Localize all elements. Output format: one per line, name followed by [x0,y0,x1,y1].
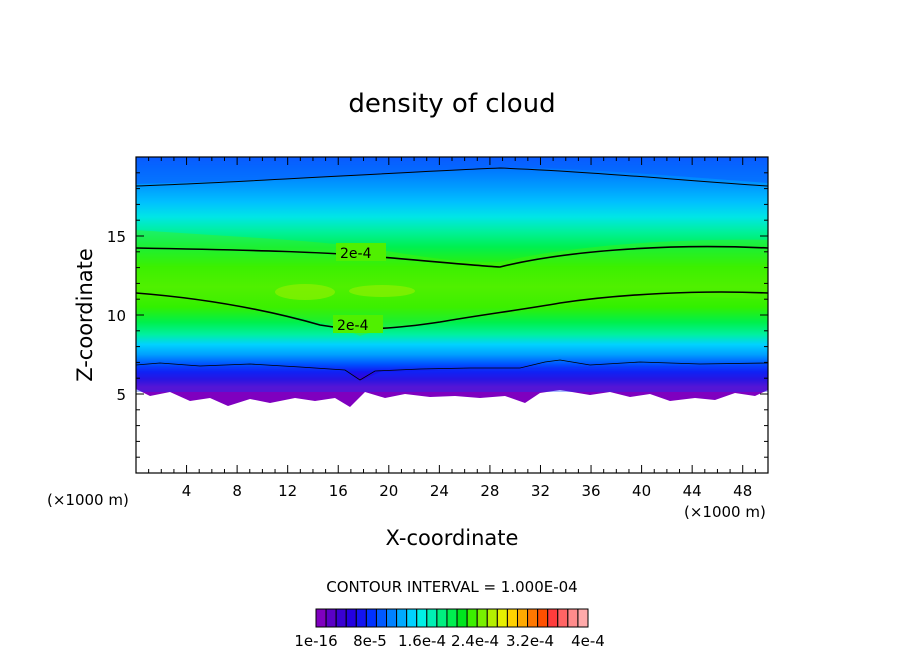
lower-blue-band [136,364,768,392]
x-unit-right: (×1000 m) [684,503,766,521]
x-tick-label: 16 [329,482,348,500]
x-tick-label: 28 [480,482,499,500]
contour-label-2: 2e-4 [337,318,369,334]
colorbar-swatch [567,608,579,628]
contour-label-1: 2e-4 [340,246,372,262]
colorbar-swatch [355,608,367,628]
colorbar-swatch [516,608,529,628]
x-tick-label: 40 [632,482,651,500]
colorbar-swatch [476,608,488,628]
x-axis-label: X-coordinate [386,526,519,550]
green-core [136,230,768,336]
colorbar-swatch [315,608,327,628]
colorbar-swatch [537,608,549,628]
contour-label-bg-2 [333,315,383,333]
colorbar-swatch [466,608,478,628]
plot-area: 2e-4 2e-4 [136,157,768,407]
colorbar-swatch [335,608,347,628]
x-tick-label: 4 [182,482,192,500]
x-tick-label: 8 [232,482,242,500]
colorbar-swatch [365,608,377,628]
colorbar-swatch [577,608,589,628]
contour-lower [136,291,768,330]
chart-title: density of cloud [348,89,555,119]
colorbar-label: 1e-16 [294,632,337,650]
colorbar-swatch [446,608,458,628]
colorbar-swatch [426,608,438,628]
top-band [136,157,768,184]
colorbar-swatch [436,608,448,628]
colorbar-swatch [345,608,357,628]
colorbar-labels: 1e-16 8e-5 1.6e-4 2.4e-4 3.2e-4 4e-4 [294,632,605,650]
colorbar-swatch [396,608,408,628]
colorbar-label: 8e-5 [353,632,387,650]
x-tick-label: 44 [683,482,702,500]
colorbar-swatch [386,608,398,628]
colorbar-swatch [527,608,539,628]
x-tick-label: 32 [531,482,550,500]
colorbar-label: 1.6e-4 [398,632,446,650]
contour-upper [136,245,768,268]
colorbar-swatch [406,608,418,628]
colorbar [315,608,589,628]
cloud-density-field [136,157,768,407]
core-blob-left [275,284,335,300]
colorbar-swatch [456,608,468,628]
contour-label-bg-1 [336,243,386,261]
colorbar-swatch [486,608,498,628]
x-unit-left: (×1000 m) [47,491,129,509]
colorbar-swatch [506,608,518,628]
x-tick-label: 20 [379,482,398,500]
colorbar-swatch [375,608,388,628]
colorbar-swatch [325,608,337,628]
y-tick-label: 5 [116,386,126,404]
contour-top [136,167,768,187]
colorbar-swatch [496,608,508,628]
x-tick-label: 48 [733,482,752,500]
colorbar-swatch [416,608,428,628]
x-tick-label: 24 [430,482,449,500]
x-tick-label: 12 [278,482,297,500]
colorbar-swatch [557,608,569,628]
y-axis-label: Z-coordinate [73,248,97,382]
contour-base [136,359,768,381]
colorbar-label: 3.2e-4 [506,632,554,650]
contour-interval-text: CONTOUR INTERVAL = 1.000E-04 [326,578,577,596]
colorbar-swatch [547,608,559,628]
colorbar-label: 2.4e-4 [451,632,499,650]
colorbar-label: 4e-4 [571,632,605,650]
core-blob-right [349,285,415,297]
y-tick-label: 15 [107,228,126,246]
y-tick-label: 10 [107,307,126,325]
x-tick-label: 36 [581,482,600,500]
